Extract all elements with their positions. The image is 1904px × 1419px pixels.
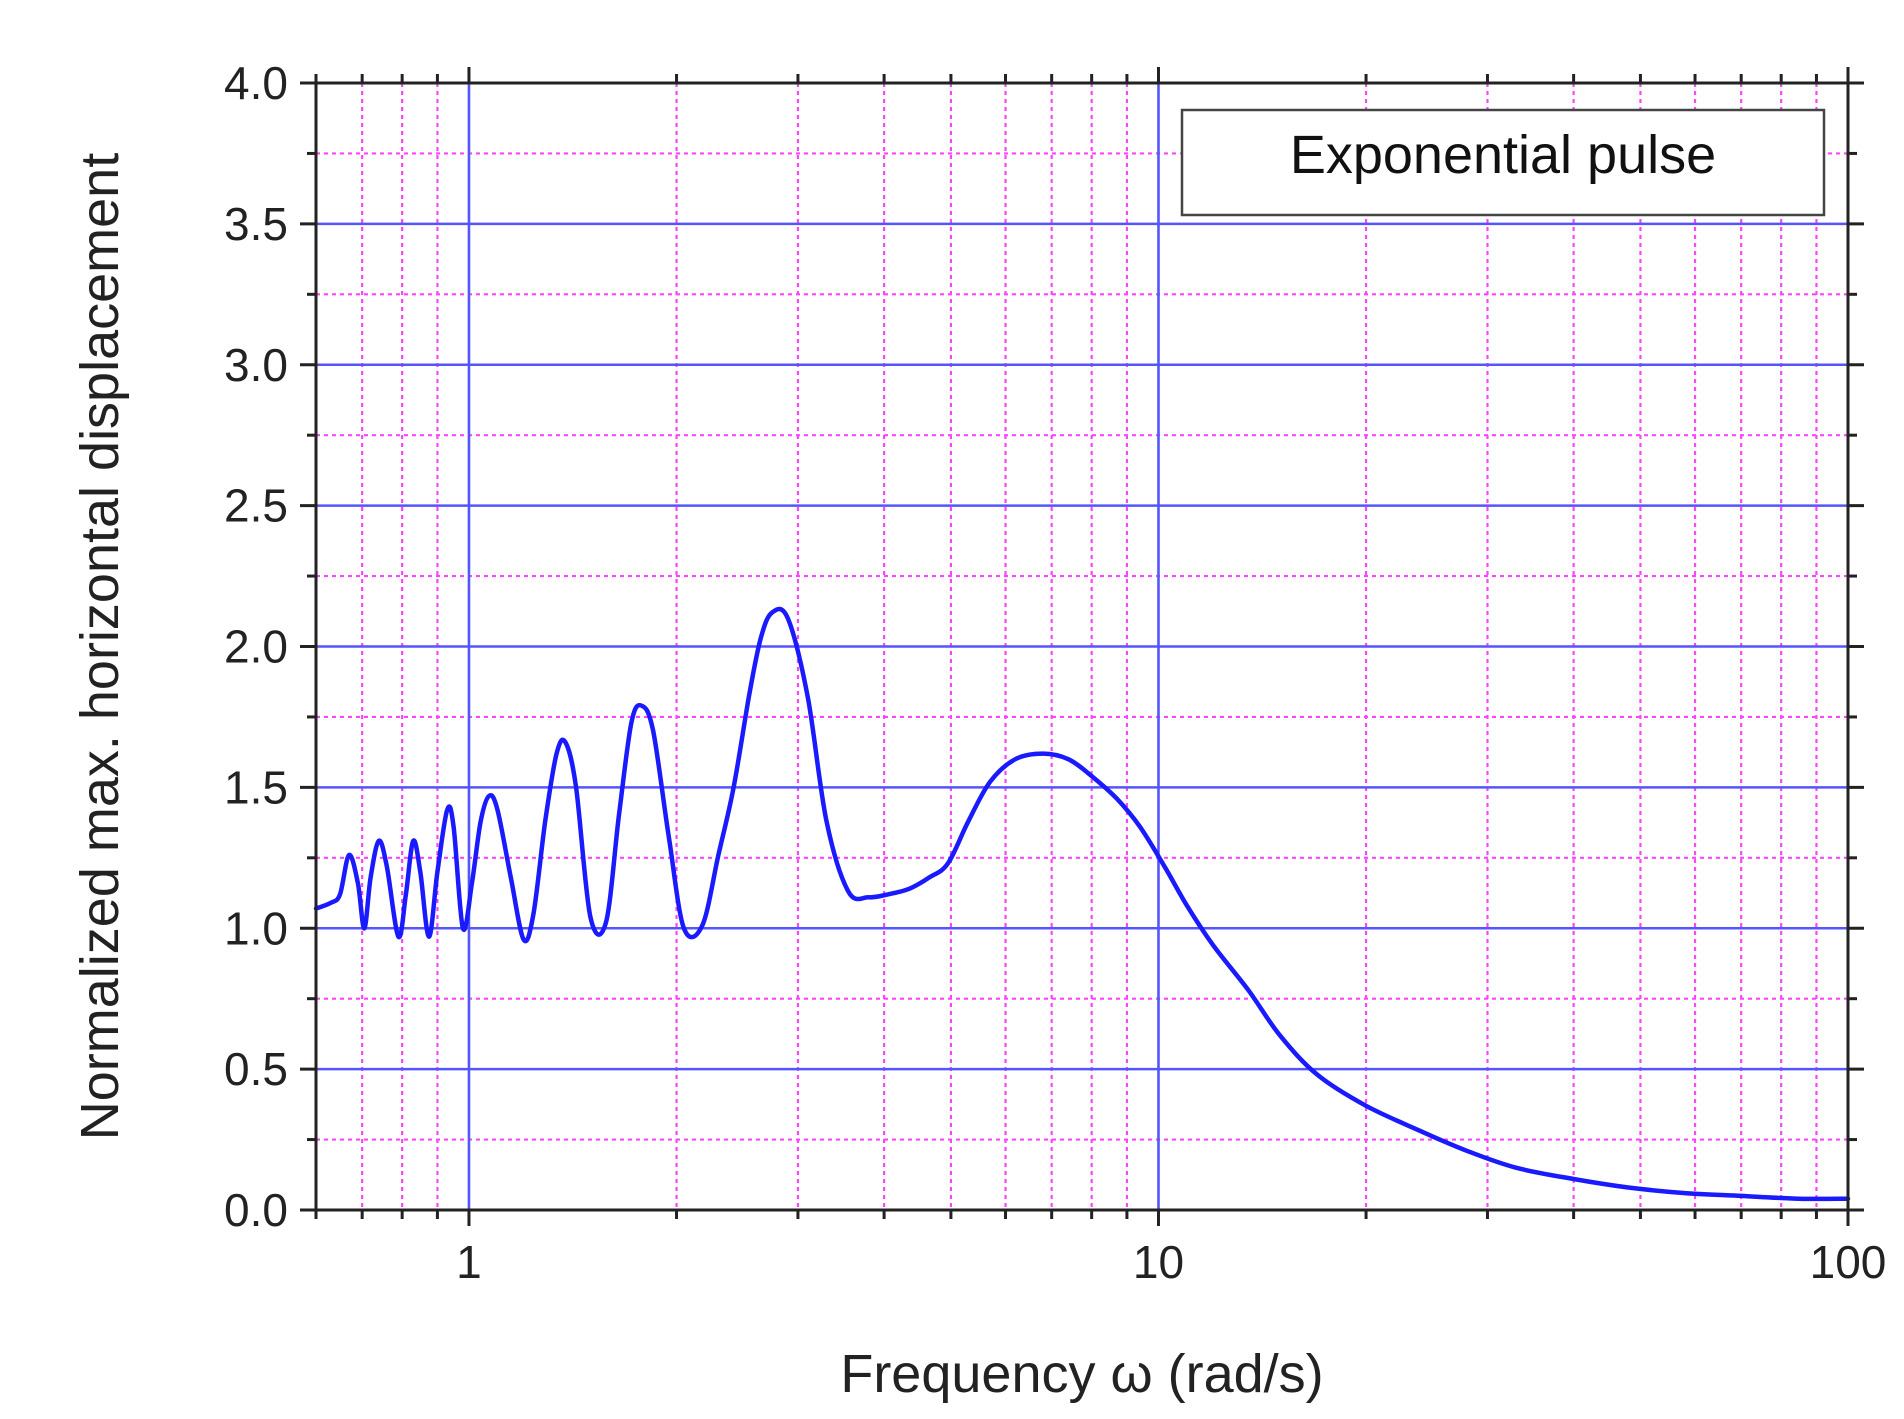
y-tick-label: 2.0 <box>224 621 288 673</box>
x-tick-label: 10 <box>1133 1236 1184 1288</box>
y-tick-label: 1.0 <box>224 902 288 954</box>
legend: Exponential pulse <box>1180 108 1826 217</box>
x-axis-title: Frequency ω (rad/s) <box>840 1344 1323 1404</box>
y-tick-label: 2.5 <box>224 480 288 532</box>
series-layer <box>313 606 1851 1202</box>
y-tick-label: 1.5 <box>224 761 288 813</box>
y-axis-title: Normalized max. horizontal displacement <box>70 153 130 1140</box>
y-tick-label: 3.0 <box>224 339 288 391</box>
axis-ticks <box>300 67 1864 1226</box>
y-tick-label: 4.0 <box>224 57 288 109</box>
series-line-exponential-pulse <box>313 606 1851 1202</box>
y-tick-label: 0.5 <box>224 1043 288 1095</box>
y-tick-label: 0.0 <box>224 1184 288 1236</box>
legend-box <box>1180 108 1826 217</box>
tick-labels: 1 10 100 0.0 0.5 1.0 1.5 2.0 2.5 3.0 3.5 4.0 <box>224 57 1886 1288</box>
x-tick-label: 1 <box>456 1236 482 1288</box>
y-tick-label: 3.5 <box>224 198 288 250</box>
legend-entry: Exponential pulse <box>1290 125 1716 185</box>
major-grid <box>316 83 1850 1210</box>
x-tick-label: 100 <box>1810 1236 1887 1288</box>
